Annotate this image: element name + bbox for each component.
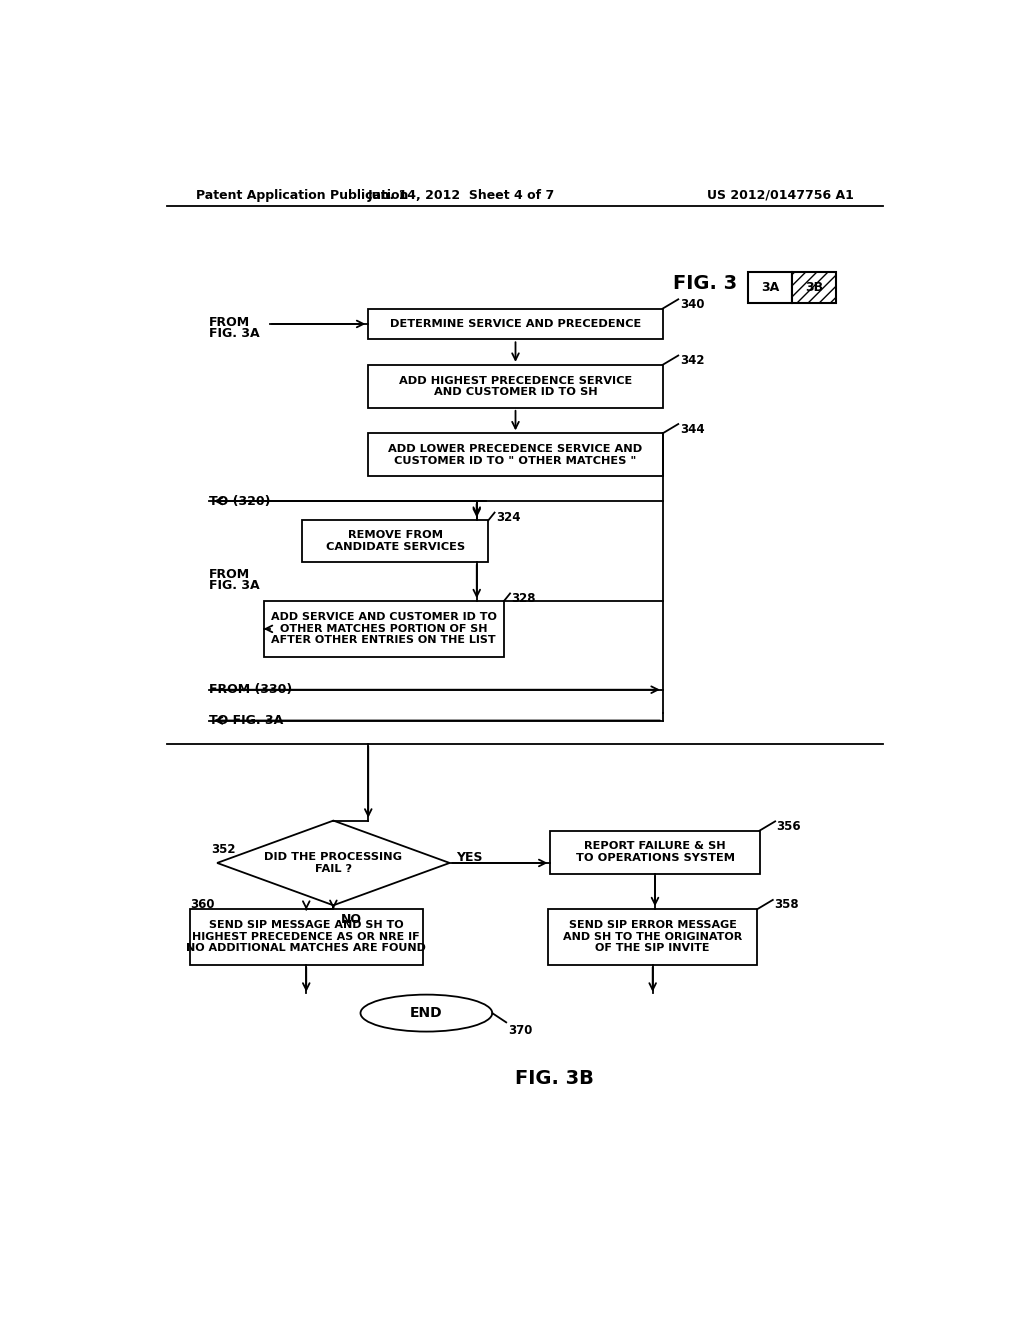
Bar	[793, 272, 837, 304]
Text: ADD LOWER PRECEDENCE SERVICE AND
CUSTOMER ID TO " OTHER MATCHES ": ADD LOWER PRECEDENCE SERVICE AND CUSTOME…	[388, 444, 643, 466]
Text: REMOVE FROM
CANDIDATE SERVICES: REMOVE FROM CANDIDATE SERVICES	[326, 531, 465, 552]
Bar	[369, 433, 663, 477]
Text: TO (320): TO (320)	[209, 495, 271, 508]
Text: DID THE PROCESSING
FAIL ?: DID THE PROCESSING FAIL ?	[264, 853, 402, 874]
Text: 370: 370	[508, 1024, 532, 1038]
Text: 342: 342	[680, 354, 705, 367]
Text: FIG. 3B: FIG. 3B	[515, 1069, 594, 1088]
Bar	[550, 830, 760, 874]
Text: US 2012/0147756 A1: US 2012/0147756 A1	[707, 189, 853, 202]
Text: ADD SERVICE AND CUSTOMER ID TO
OTHER MATCHES PORTION OF SH
AFTER OTHER ENTRIES O: ADD SERVICE AND CUSTOMER ID TO OTHER MAT…	[270, 612, 497, 645]
Bar	[263, 601, 504, 656]
Bar	[190, 909, 423, 965]
Text: TO FIG. 3A: TO FIG. 3A	[209, 714, 284, 727]
Text: FROM (330): FROM (330)	[209, 684, 293, 696]
Text: FROM: FROM	[209, 315, 251, 329]
Text: SEND SIP MESSAGE AND SH TO
HIGHEST PRECEDENCE AS OR NRE IF
NO ADDITIONAL MATCHES: SEND SIP MESSAGE AND SH TO HIGHEST PRECE…	[186, 920, 426, 953]
Bar	[748, 272, 793, 304]
Bar	[548, 909, 758, 965]
Bar	[369, 364, 663, 408]
Text: SEND SIP ERROR MESSAGE
AND SH TO THE ORIGINATOR
OF THE SIP INVITE: SEND SIP ERROR MESSAGE AND SH TO THE ORI…	[563, 920, 742, 953]
Text: ADD HIGHEST PRECEDENCE SERVICE
AND CUSTOMER ID TO SH: ADD HIGHEST PRECEDENCE SERVICE AND CUSTO…	[399, 375, 632, 397]
Ellipse shape	[360, 995, 493, 1032]
Text: END: END	[410, 1006, 442, 1020]
Text: DETERMINE SERVICE AND PRECEDENCE: DETERMINE SERVICE AND PRECEDENCE	[390, 319, 641, 329]
Text: 324: 324	[496, 511, 520, 524]
Text: FROM: FROM	[209, 568, 251, 581]
Text: 344: 344	[680, 422, 705, 436]
Text: 352: 352	[211, 842, 236, 855]
Text: 3B: 3B	[805, 281, 823, 294]
Text: Patent Application Publication: Patent Application Publication	[197, 189, 409, 202]
Text: YES: YES	[456, 851, 482, 865]
Text: 328: 328	[512, 591, 537, 605]
Text: FIG. 3A: FIG. 3A	[209, 327, 260, 341]
Text: 358: 358	[774, 899, 799, 911]
Text: REPORT FAILURE & SH
TO OPERATIONS SYSTEM: REPORT FAILURE & SH TO OPERATIONS SYSTEM	[575, 841, 734, 863]
Text: Jun. 14, 2012  Sheet 4 of 7: Jun. 14, 2012 Sheet 4 of 7	[368, 189, 555, 202]
Text: FIG. 3: FIG. 3	[674, 275, 737, 293]
Text: 360: 360	[190, 899, 214, 911]
Text: 340: 340	[680, 298, 705, 310]
Text: 3A: 3A	[761, 281, 779, 294]
Bar	[369, 309, 663, 339]
Text: 356: 356	[776, 820, 802, 833]
Text: FIG. 3A: FIG. 3A	[209, 579, 260, 593]
Polygon shape	[217, 821, 450, 906]
Bar	[302, 520, 488, 562]
Text: NO: NO	[341, 912, 362, 925]
